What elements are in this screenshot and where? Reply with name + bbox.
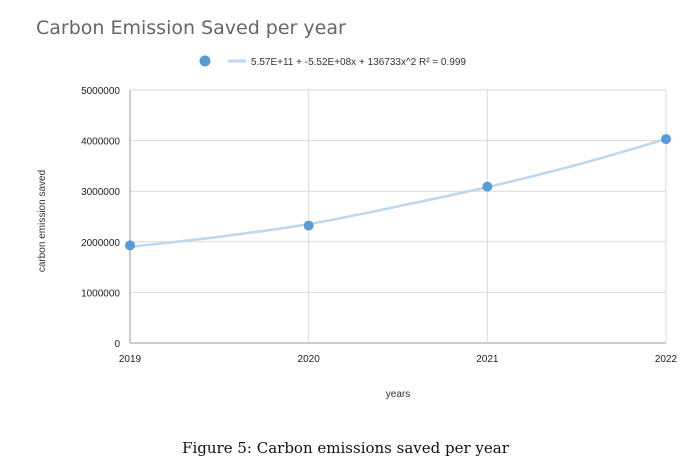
legend: 5.57E+11 + -5.52E+08x + 136733x^2 R² = 0… (199, 55, 466, 68)
legend-equation: 5.57E+11 + -5.52E+08x + 136733x^2 R² = 0… (251, 57, 466, 68)
y-axis-label: carbon emission saved (37, 170, 48, 272)
legend-marker (199, 55, 211, 67)
x-tick-label: 2021 (476, 354, 499, 365)
y-tick-label: 1000000 (81, 288, 120, 299)
y-tick-label: 2000000 (81, 238, 120, 249)
trendline-curve (129, 137, 667, 249)
data-point (482, 181, 493, 192)
x-tick-label: 2019 (119, 354, 142, 365)
data-points (125, 134, 671, 251)
figure-caption: Figure 5: Carbon emissions saved per yea… (182, 439, 509, 457)
data-point (125, 240, 135, 251)
data-point (303, 220, 314, 231)
x-tick-labels: 2019 2020 2021 2022 (119, 354, 678, 365)
y-tick-label: 3000000 (81, 187, 120, 198)
y-tick-label: 4000000 (81, 137, 120, 148)
x-tick-label: 2020 (298, 354, 321, 365)
chart-title: Carbon Emission Saved per year (36, 17, 346, 39)
trendline-layer (129, 137, 667, 249)
y-tick-label: 5000000 (81, 86, 120, 97)
chart-plot: 0 1000000 2000000 3000000 4000000 5000000 201… (37, 55, 678, 400)
y-tick-label: 0 (114, 339, 120, 350)
x-tick-label: 2022 (655, 354, 678, 365)
y-tick-labels: 0 1000000 2000000 3000000 4000000 5000000 (81, 86, 120, 350)
data-point (661, 134, 671, 145)
x-axis-label: years (386, 389, 410, 400)
grid-lines (129, 89, 667, 344)
